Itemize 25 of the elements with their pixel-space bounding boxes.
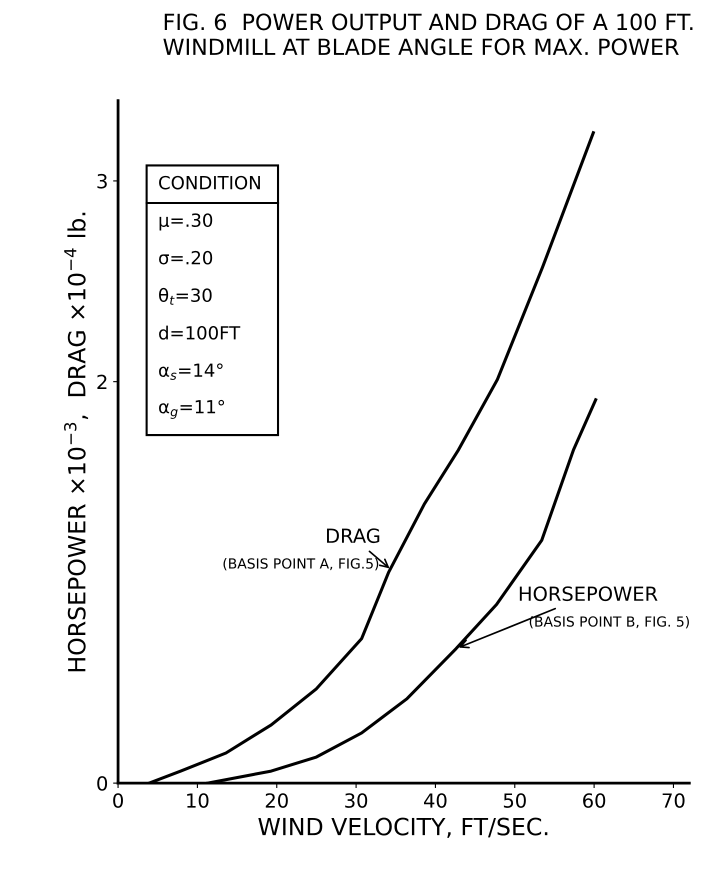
x-tick-label: 20: [266, 793, 288, 808]
annotation: σ=.20: [159, 250, 212, 265]
x-tick-label: 40: [424, 793, 447, 808]
annotation: DRAG: [327, 528, 380, 544]
y-tick-label: 0: [97, 776, 108, 791]
annotation: α$_{g}$=11°: [159, 400, 224, 419]
y-axis-title: HORSEPOWER ×10$^{−3}$, DRAG ×10$^{−4}$ lb.: [64, 212, 88, 672]
annotation: CONDITION: [159, 176, 260, 190]
x-tick-label: 0: [113, 793, 123, 808]
x-tick-label: 10: [187, 793, 208, 808]
chart-title: FIG. 6 POWER OUTPUT AND DRAG OF A 100 FT. WINDMILL AT BLADE ANGLE FOR MAX. POWER: [163, 14, 692, 56]
annotation: (BASIS POINT B, FIG. 5): [530, 616, 689, 628]
annotation: θ$_{t}$=30: [159, 288, 212, 305]
x-axis-title: WIND VELOCITY, FT/SEC.: [258, 818, 548, 838]
annotation: d=100FT: [159, 326, 240, 340]
annotation: (BASIS POINT A, FIG.5): [224, 558, 378, 570]
annotation: μ=.30: [160, 213, 212, 231]
annotation: HORSEPOWER: [520, 586, 658, 602]
x-tick-label: 50: [504, 793, 526, 808]
x-tick-label: 30: [345, 793, 368, 808]
x-tick-label: 70: [662, 793, 685, 808]
annotation: α$_{s}$=14°: [159, 363, 223, 380]
x-tick-label: 60: [583, 793, 606, 808]
y-tick-label: 3: [97, 174, 107, 189]
y-tick-label: 2: [97, 374, 106, 390]
